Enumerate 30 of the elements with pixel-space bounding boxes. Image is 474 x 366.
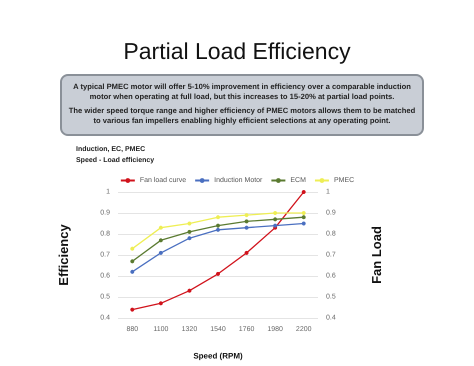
point (130, 246, 134, 251)
point (187, 236, 192, 240)
x-axis-title: Speed (RPM) (193, 352, 243, 360)
point (187, 230, 192, 234)
y2-axis-title: Fan Load (369, 226, 384, 284)
point (216, 228, 220, 232)
point (130, 259, 134, 264)
point (187, 222, 192, 226)
chart-title: Partial Load Efficiency (122, 38, 352, 65)
point (216, 215, 220, 220)
point (302, 215, 306, 220)
point (216, 272, 220, 276)
point (187, 288, 192, 293)
point (244, 219, 249, 224)
point (216, 224, 220, 228)
point (273, 211, 278, 215)
point (302, 211, 306, 215)
y-axis-title: Efficiency (56, 224, 71, 286)
point (158, 238, 163, 242)
point (158, 250, 163, 255)
point (302, 190, 306, 194)
point (130, 270, 134, 274)
point (158, 226, 163, 230)
point (130, 308, 134, 312)
point (302, 222, 306, 226)
point (244, 213, 249, 218)
point (244, 226, 249, 230)
point (244, 250, 249, 255)
point (158, 301, 163, 306)
point (273, 217, 278, 222)
